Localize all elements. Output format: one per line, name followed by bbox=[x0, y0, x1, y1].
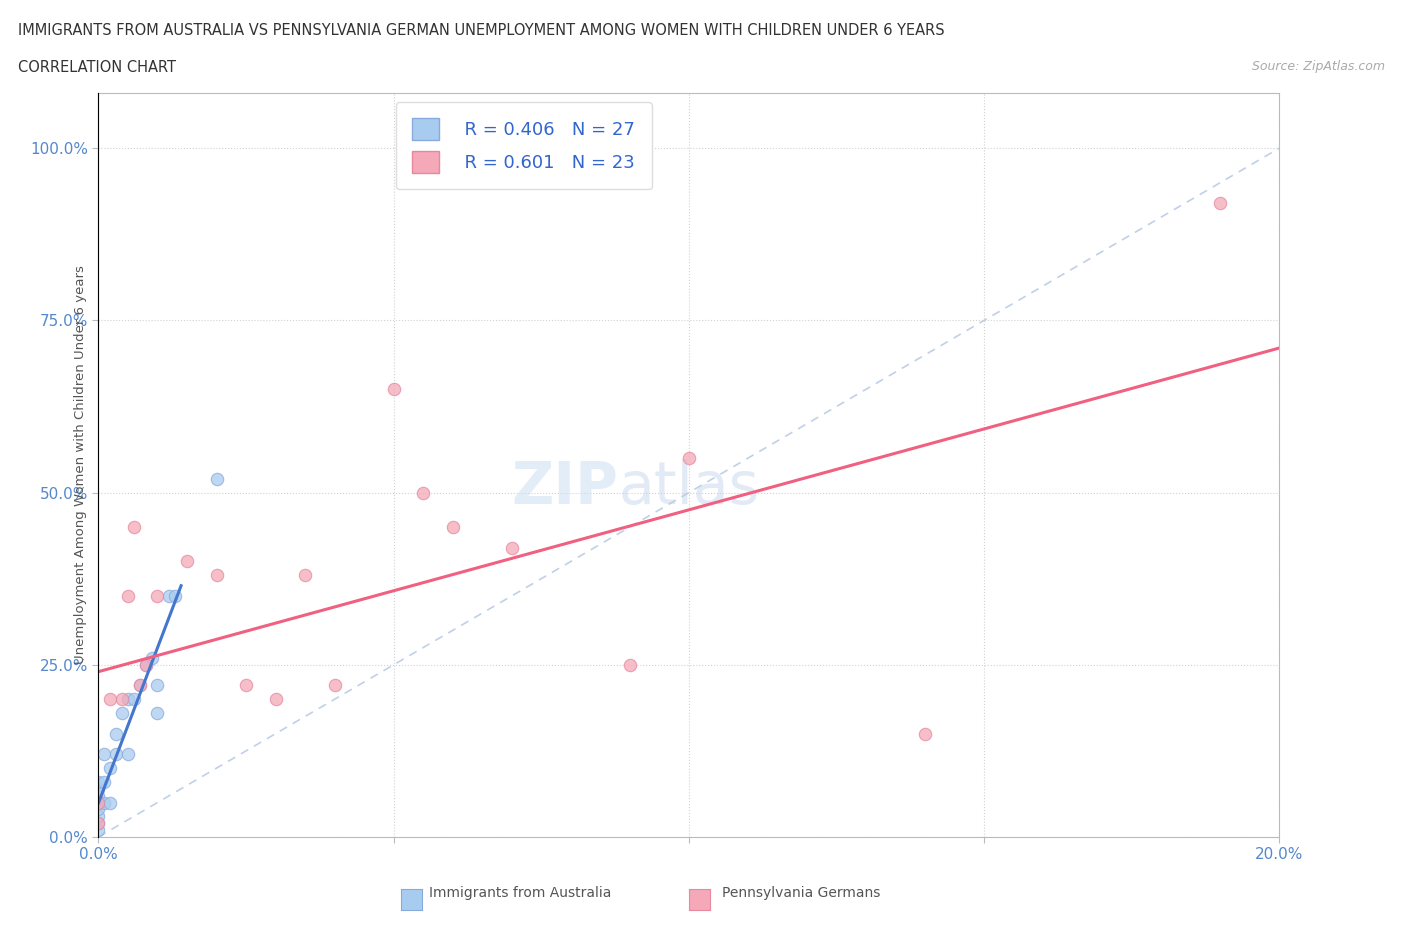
Point bbox=[205, 472, 228, 486]
Text: Pennsylvania Germans: Pennsylvania Germans bbox=[723, 886, 880, 900]
Point bbox=[117, 692, 139, 707]
Text: Immigrants from Australia: Immigrants from Australia bbox=[429, 886, 612, 900]
Point bbox=[294, 568, 316, 583]
Point bbox=[235, 678, 257, 693]
Point bbox=[111, 706, 134, 721]
Point bbox=[105, 726, 128, 741]
Point bbox=[87, 802, 110, 817]
Point bbox=[122, 692, 145, 707]
Point bbox=[87, 795, 110, 810]
Point bbox=[87, 789, 110, 804]
Point bbox=[914, 726, 936, 741]
Text: atlas: atlas bbox=[619, 458, 759, 516]
Point bbox=[146, 678, 169, 693]
Point bbox=[117, 589, 139, 604]
Point bbox=[619, 658, 641, 672]
Text: Source: ZipAtlas.com: Source: ZipAtlas.com bbox=[1251, 60, 1385, 73]
Point bbox=[87, 781, 110, 796]
Point bbox=[135, 658, 157, 672]
Point bbox=[111, 692, 134, 707]
Point bbox=[87, 809, 110, 824]
Point bbox=[264, 692, 287, 707]
Point bbox=[117, 747, 139, 762]
Point bbox=[93, 795, 115, 810]
Point bbox=[157, 589, 180, 604]
Legend:   R = 0.406   N = 27,   R = 0.601   N = 23: R = 0.406 N = 27, R = 0.601 N = 23 bbox=[395, 102, 651, 190]
Point bbox=[501, 540, 523, 555]
Point bbox=[93, 747, 115, 762]
Point bbox=[382, 382, 405, 397]
Point bbox=[176, 554, 198, 569]
Point bbox=[323, 678, 346, 693]
Point bbox=[98, 692, 121, 707]
Point bbox=[87, 795, 110, 810]
Point bbox=[87, 816, 110, 830]
Point bbox=[441, 520, 464, 535]
Text: ZIP: ZIP bbox=[512, 458, 619, 516]
Point bbox=[146, 589, 169, 604]
Point bbox=[93, 775, 115, 790]
Point bbox=[87, 775, 110, 790]
Point bbox=[165, 589, 187, 604]
Point bbox=[1209, 196, 1232, 211]
Point bbox=[128, 678, 150, 693]
Point bbox=[146, 706, 169, 721]
Point bbox=[128, 678, 150, 693]
Point bbox=[678, 451, 700, 466]
Text: CORRELATION CHART: CORRELATION CHART bbox=[18, 60, 176, 75]
Point bbox=[122, 520, 145, 535]
Point bbox=[135, 658, 157, 672]
Point bbox=[98, 795, 121, 810]
Y-axis label: Unemployment Among Women with Children Under 6 years: Unemployment Among Women with Children U… bbox=[75, 266, 87, 664]
Point bbox=[105, 747, 128, 762]
Point bbox=[205, 568, 228, 583]
Text: IMMIGRANTS FROM AUSTRALIA VS PENNSYLVANIA GERMAN UNEMPLOYMENT AMONG WOMEN WITH C: IMMIGRANTS FROM AUSTRALIA VS PENNSYLVANI… bbox=[18, 23, 945, 38]
Point bbox=[87, 816, 110, 830]
Point bbox=[98, 761, 121, 776]
Point bbox=[87, 823, 110, 838]
Point bbox=[412, 485, 434, 500]
Point bbox=[141, 650, 163, 665]
